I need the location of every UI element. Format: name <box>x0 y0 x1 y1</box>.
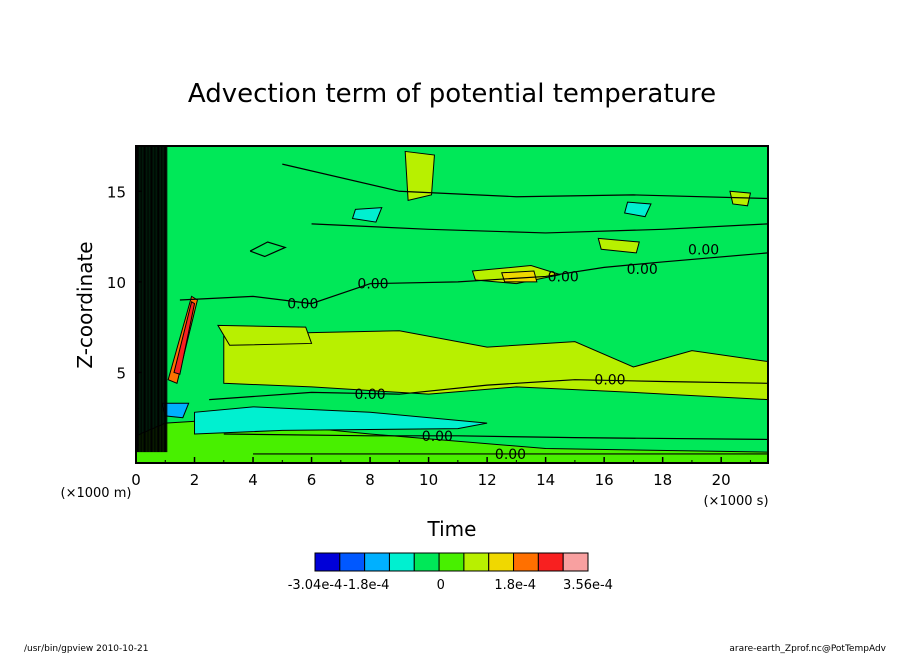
contour-lines <box>179 163 768 455</box>
field-region <box>217 324 313 346</box>
footer-right: arare-earth_Zprof.nc@PotTempAdv <box>729 644 886 654</box>
y-axis: 5 10 15 <box>107 154 142 446</box>
x-tick-label: 18 <box>653 471 672 489</box>
field-region <box>501 270 538 283</box>
x-tick-label: 8 <box>365 471 375 489</box>
field-region <box>351 207 383 223</box>
contour-line <box>209 379 768 401</box>
x-tick-label: 20 <box>712 471 731 489</box>
colorbar-swatch <box>537 552 564 572</box>
colorbar-tick-label: 3.56e-4 <box>563 578 613 593</box>
contour-label: 0.00 <box>287 297 318 313</box>
colorbar-tick-label: 0 <box>437 578 445 593</box>
contour-line <box>249 241 287 258</box>
field-region <box>173 300 196 375</box>
x-tick-label: 2 <box>190 471 200 489</box>
x-axis-label: Time <box>427 517 477 541</box>
colorbar-tick-label: -1.8e-4 <box>343 578 389 593</box>
contour-labels: 0.00 0.00 0.00 0.00 0.00 0.00 0.00 0.00 0.00 <box>287 242 719 463</box>
x-tick-label: 16 <box>595 471 614 489</box>
colorbar-tick-label: 1.8e-4 <box>494 578 536 593</box>
contour-label: 0.00 <box>422 429 453 445</box>
field-region <box>624 201 652 218</box>
y-axis-unit: (×1000 m) <box>61 486 132 501</box>
plot-frame <box>135 145 769 464</box>
colorbar-swatch <box>413 552 440 572</box>
colorbar-tick-label: -3.04e-4 <box>288 578 343 593</box>
x-tick-label: 14 <box>536 471 555 489</box>
colorbar-swatch <box>463 552 490 572</box>
contour-label: 0.00 <box>688 242 719 258</box>
y-tick-label: 10 <box>107 274 126 292</box>
colorbar: -3.04e-4 -1.8e-4 0 1.8e-4 3.56e-4 <box>288 552 613 593</box>
x-tick-label: 4 <box>248 471 258 489</box>
contour-line <box>223 433 768 441</box>
field-region <box>729 190 752 207</box>
colorbar-swatch <box>388 552 415 572</box>
colorbar-swatch <box>488 552 515 572</box>
contour-label: 0.00 <box>548 269 579 285</box>
contour-line <box>311 223 768 234</box>
y-tick-label: 15 <box>107 183 126 201</box>
contour-label: 0.00 <box>357 277 388 293</box>
colorbar-swatch <box>364 552 390 572</box>
plot-area <box>136 146 768 463</box>
colorbar-swatch <box>513 552 539 572</box>
y-axis-label: Z-coordinate <box>73 241 97 368</box>
colorbar-swatch <box>562 552 589 572</box>
x-tick-label: 10 <box>419 471 438 489</box>
y-tick-label: 5 <box>116 364 126 382</box>
colorbar-swatch <box>314 552 341 572</box>
field-region <box>597 237 640 254</box>
field-region <box>404 150 435 201</box>
x-tick-label: 0 <box>131 471 141 489</box>
contour-label: 0.00 <box>627 262 658 278</box>
field-region <box>194 406 488 435</box>
contour-line <box>282 163 768 200</box>
x-axis: 0 2 4 6 8 10 12 14 16 18 20 <box>131 457 751 489</box>
contour-label: 0.00 <box>594 373 625 389</box>
x-tick-label: 6 <box>307 471 317 489</box>
colorbar-swatch <box>339 552 366 572</box>
chart-title: Advection term of potential temperature <box>188 79 716 109</box>
field-region <box>223 330 768 401</box>
footer-left: /usr/bin/gpview 2010-10-21 <box>24 644 148 654</box>
colorbar-swatch <box>438 552 465 572</box>
contour-line <box>179 252 768 305</box>
contour-label: 0.00 <box>495 447 526 463</box>
x-axis-unit: (×1000 s) <box>703 494 768 509</box>
x-tick-label: 12 <box>478 471 497 489</box>
field-regions <box>136 146 768 463</box>
contour-label: 0.00 <box>354 387 385 403</box>
